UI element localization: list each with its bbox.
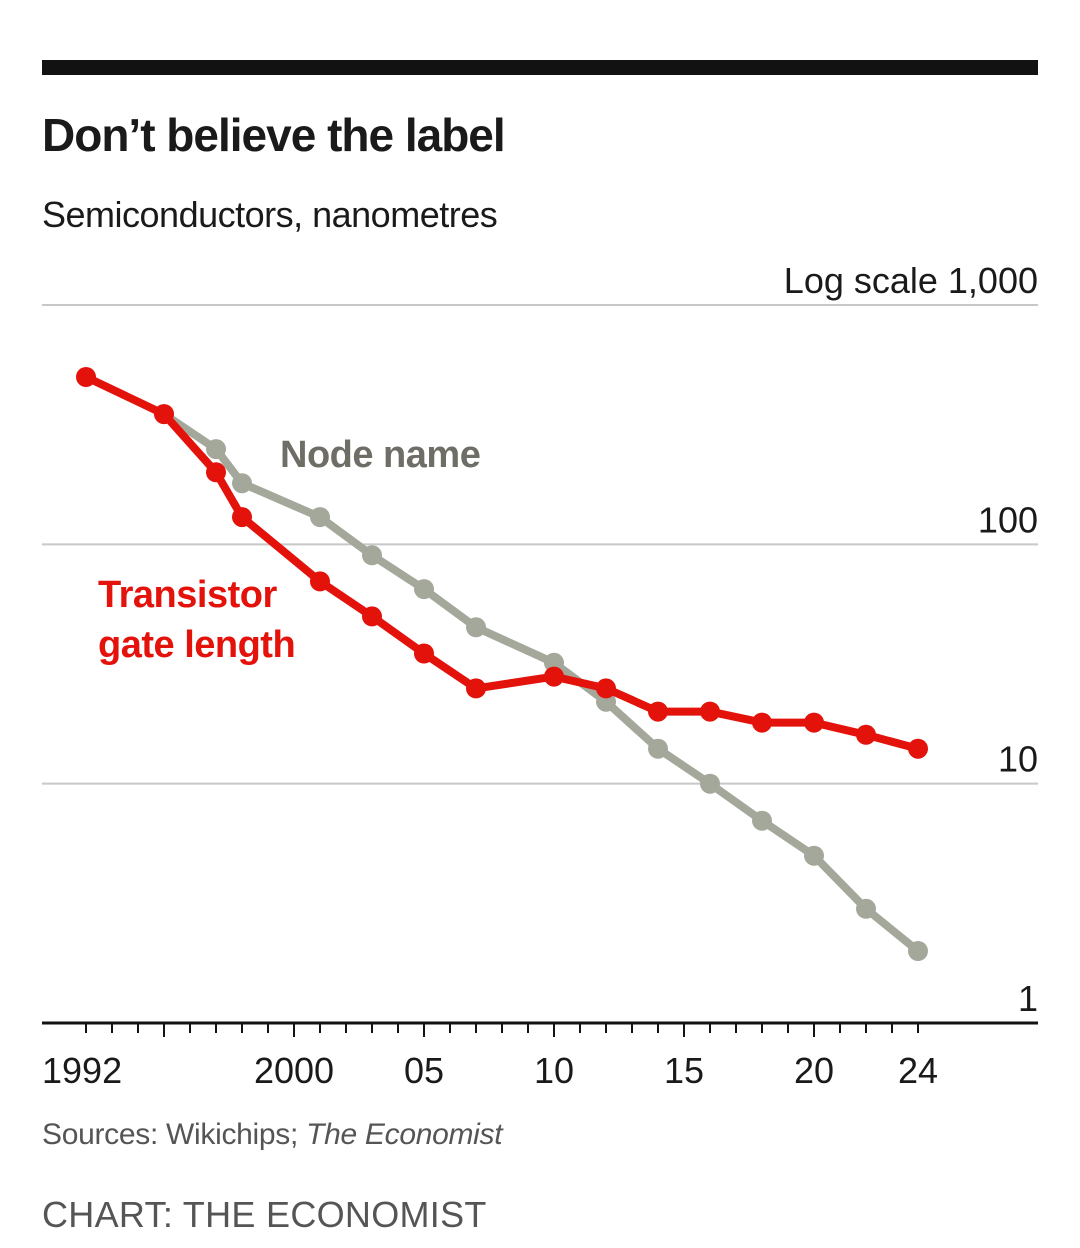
x-tick-label: 2000 [254, 1050, 334, 1091]
x-tick-label: 15 [664, 1050, 704, 1091]
data-point [310, 507, 330, 528]
sources-publication: The Economist [306, 1118, 503, 1151]
data-point [206, 462, 226, 483]
series-label-gate-length: gate length [98, 624, 295, 666]
data-point [908, 941, 928, 961]
series [76, 367, 928, 961]
data-point [414, 579, 434, 600]
y-tick-label: Log scale 1,000 [784, 260, 1038, 301]
x-tick-label: 10 [534, 1050, 574, 1091]
chart-credit: CHART: THE ECONOMIST [42, 1194, 487, 1235]
series-label-node-name: Node name [280, 434, 480, 476]
data-point [76, 367, 96, 387]
gridlines [42, 304, 1038, 785]
series-label-gate-length: Transistor [98, 574, 277, 616]
x-axis [42, 1021, 1038, 1037]
x-tick-label: 20 [794, 1050, 834, 1091]
y-tick-label: 10 [998, 739, 1038, 780]
sources-note: Sources: Wikichips; The Economist [42, 1118, 503, 1152]
data-point [648, 738, 668, 759]
data-point [700, 701, 720, 722]
data-point [232, 473, 252, 494]
x-tick-label: 1992 [42, 1050, 122, 1091]
y-tick-labels: Log scale 1,000 100 10 1 [784, 260, 1038, 1019]
data-point [908, 738, 928, 759]
y-tick-label: 100 [978, 499, 1038, 540]
data-point [544, 652, 564, 673]
data-point [752, 810, 772, 831]
data-point [466, 678, 486, 699]
data-point [414, 643, 434, 664]
x-tick-label: 05 [404, 1050, 444, 1091]
data-point [362, 606, 382, 627]
data-point [232, 507, 252, 528]
data-point [648, 701, 668, 722]
y-tick-label: 1 [1018, 978, 1038, 1019]
series-gate-length [76, 367, 928, 759]
data-point [154, 404, 174, 425]
data-point [752, 712, 772, 733]
top-rule [42, 60, 1038, 75]
data-point [362, 545, 382, 566]
annotations: Node name Transistor gate length [98, 434, 481, 666]
chart-subtitle: Semiconductors, nanometres [42, 194, 498, 235]
data-point [804, 845, 824, 866]
data-point [544, 666, 564, 687]
x-tick-labels: 1992 2000 05 10 15 20 24 [42, 1050, 938, 1091]
x-tick-label: 24 [898, 1050, 938, 1091]
data-point [310, 571, 330, 592]
line-chart: Log scale 1,000 100 10 1 1992 2000 05 10 15 20 24… [42, 260, 1038, 1091]
data-point [596, 678, 616, 699]
data-point [804, 712, 824, 733]
data-point [466, 617, 486, 638]
data-point [206, 439, 226, 460]
sources-text: Sources: Wikichips; [42, 1118, 307, 1151]
data-point [856, 898, 876, 919]
series-line [82, 373, 922, 753]
data-point [700, 773, 720, 794]
data-point [856, 724, 876, 745]
chart-title: Don’t believe the label [42, 109, 506, 161]
